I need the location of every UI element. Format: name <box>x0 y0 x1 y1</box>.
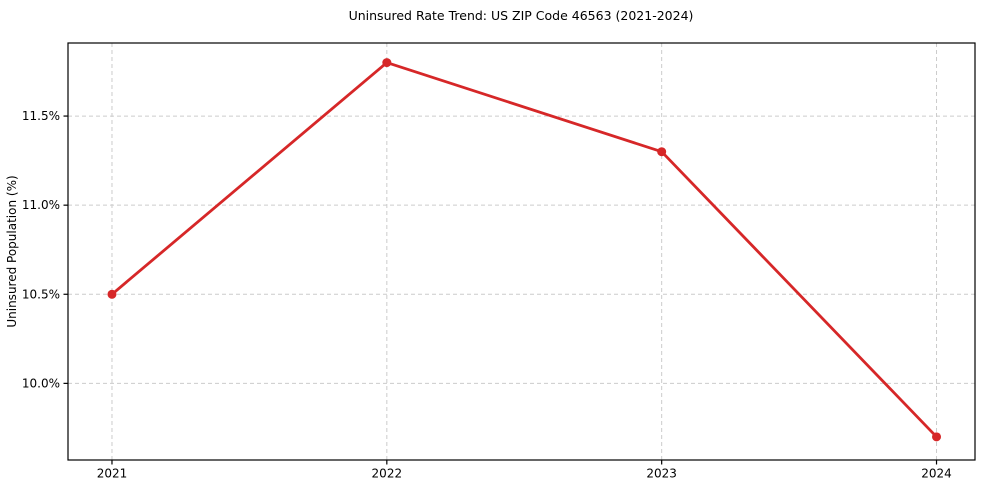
y-tick-label: 11.0% <box>22 198 60 212</box>
data-point-marker <box>657 147 667 157</box>
data-point-marker <box>107 289 117 299</box>
data-series-layer <box>107 58 942 442</box>
x-tick-label: 2021 <box>97 467 128 481</box>
plot-border <box>67 42 976 461</box>
trend-line <box>110 61 938 439</box>
x-tick-label: 2023 <box>646 467 677 481</box>
chart-title: Uninsured Rate Trend: US ZIP Code 46563 … <box>349 8 694 23</box>
y-tick-label: 10.0% <box>22 376 60 390</box>
data-point-marker <box>382 58 392 68</box>
y-tick-label: 10.5% <box>22 287 60 301</box>
y-axis-label: Uninsured Population (%) <box>5 175 19 327</box>
data-point-marker <box>932 432 942 442</box>
y-tick-label: 11.5% <box>22 109 60 123</box>
x-tick-label: 2024 <box>921 467 952 481</box>
x-tick-label: 2022 <box>372 467 403 481</box>
axes-layer: 2021 2022 2023 2024 10.0% 10.5% 11.0% 11.5% <box>22 42 976 481</box>
